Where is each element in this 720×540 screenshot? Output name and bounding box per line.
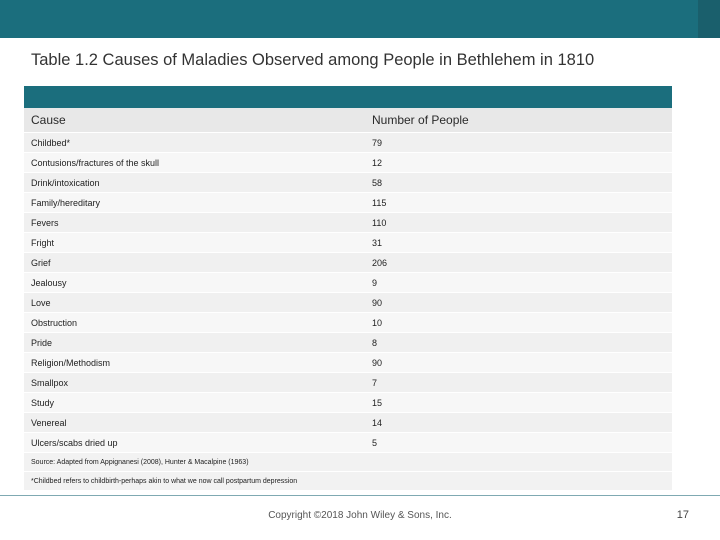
table-row: Love 90 [24, 293, 672, 313]
table-source-note: Source: Adapted from Appignanesi (2008),… [24, 453, 672, 472]
table-row: Study 15 [24, 393, 672, 413]
copyright-notice: Copyright ©2018 John Wiley & Sons, Inc. [268, 510, 452, 521]
table-row: Childbed* 79 [24, 133, 672, 153]
cell-cause: Venereal [31, 417, 67, 428]
table-row: Contusions/fractures of the skull 12 [24, 153, 672, 173]
cell-number-of-people: 12 [372, 157, 383, 168]
cell-number-of-people: 31 [372, 237, 383, 248]
table-row: Ulcers/scabs dried up 5 [24, 433, 672, 453]
cell-number-of-people: 5 [372, 437, 378, 448]
cell-number-of-people: 58 [372, 177, 383, 188]
table-row: Fevers 110 [24, 213, 672, 233]
table-row: Smallpox 7 [24, 373, 672, 393]
table-row: Obstruction 10 [24, 313, 672, 333]
cell-cause: Jealousy [31, 277, 67, 288]
cell-cause: Obstruction [31, 317, 78, 328]
table-body: Childbed* 79 Contusions/fractures of the s… [24, 133, 672, 453]
table-row: Grief 206 [24, 253, 672, 273]
cell-number-of-people: 90 [372, 297, 383, 308]
table-header-row: Cause Number of People [24, 108, 672, 133]
top-banner [0, 0, 720, 38]
table-footnote: *Childbed refers to childbirth-perhaps a… [24, 472, 672, 491]
cell-number-of-people: 90 [372, 357, 383, 368]
cell-number-of-people: 9 [372, 277, 378, 288]
table-row: Religion/Methodism 90 [24, 353, 672, 373]
cell-cause: Smallpox [31, 377, 69, 388]
cell-cause: Fevers [31, 217, 59, 228]
table-row: Venereal 14 [24, 413, 672, 433]
cell-number-of-people: 7 [372, 377, 378, 388]
cell-number-of-people: 14 [372, 417, 383, 428]
cell-cause: Childbed* [31, 137, 71, 148]
cell-number-of-people: 10 [372, 317, 383, 328]
banner-corner [698, 0, 720, 38]
cell-cause: Drink/intoxication [31, 177, 100, 188]
footer-divider [0, 495, 720, 496]
cell-cause: Fright [31, 237, 55, 248]
table-row: Pride 8 [24, 333, 672, 353]
slide-title: Table 1.2 Causes of Maladies Observed am… [31, 51, 595, 69]
maladies-table: Cause Number of People Childbed* 79 Contus… [24, 86, 672, 491]
header-cause: Cause [31, 113, 66, 127]
page-number: 17 [676, 509, 689, 521]
cell-cause: Grief [31, 257, 51, 268]
cell-number-of-people: 206 [372, 257, 388, 268]
cell-cause: Study [31, 397, 55, 408]
table-row: Drink/intoxication 58 [24, 173, 672, 193]
table-row: Jealousy 9 [24, 273, 672, 293]
table-top-band [24, 86, 672, 108]
cell-cause: Religion/Methodism [31, 357, 111, 368]
cell-number-of-people: 115 [372, 197, 387, 208]
cell-number-of-people: 8 [372, 337, 378, 348]
cell-cause: Pride [31, 337, 53, 348]
header-number-of-people: Number of People [372, 113, 469, 127]
cell-cause: Love [31, 297, 51, 308]
cell-cause: Family/hereditary [31, 197, 101, 208]
cell-number-of-people: 110 [372, 217, 387, 228]
cell-number-of-people: 79 [372, 137, 383, 148]
table-row: Family/hereditary 115 [24, 193, 672, 213]
cell-cause: Ulcers/scabs dried up [31, 437, 118, 448]
cell-number-of-people: 15 [372, 397, 383, 408]
cell-cause: Contusions/fractures of the skull [31, 157, 160, 168]
table-row: Fright 31 [24, 233, 672, 253]
